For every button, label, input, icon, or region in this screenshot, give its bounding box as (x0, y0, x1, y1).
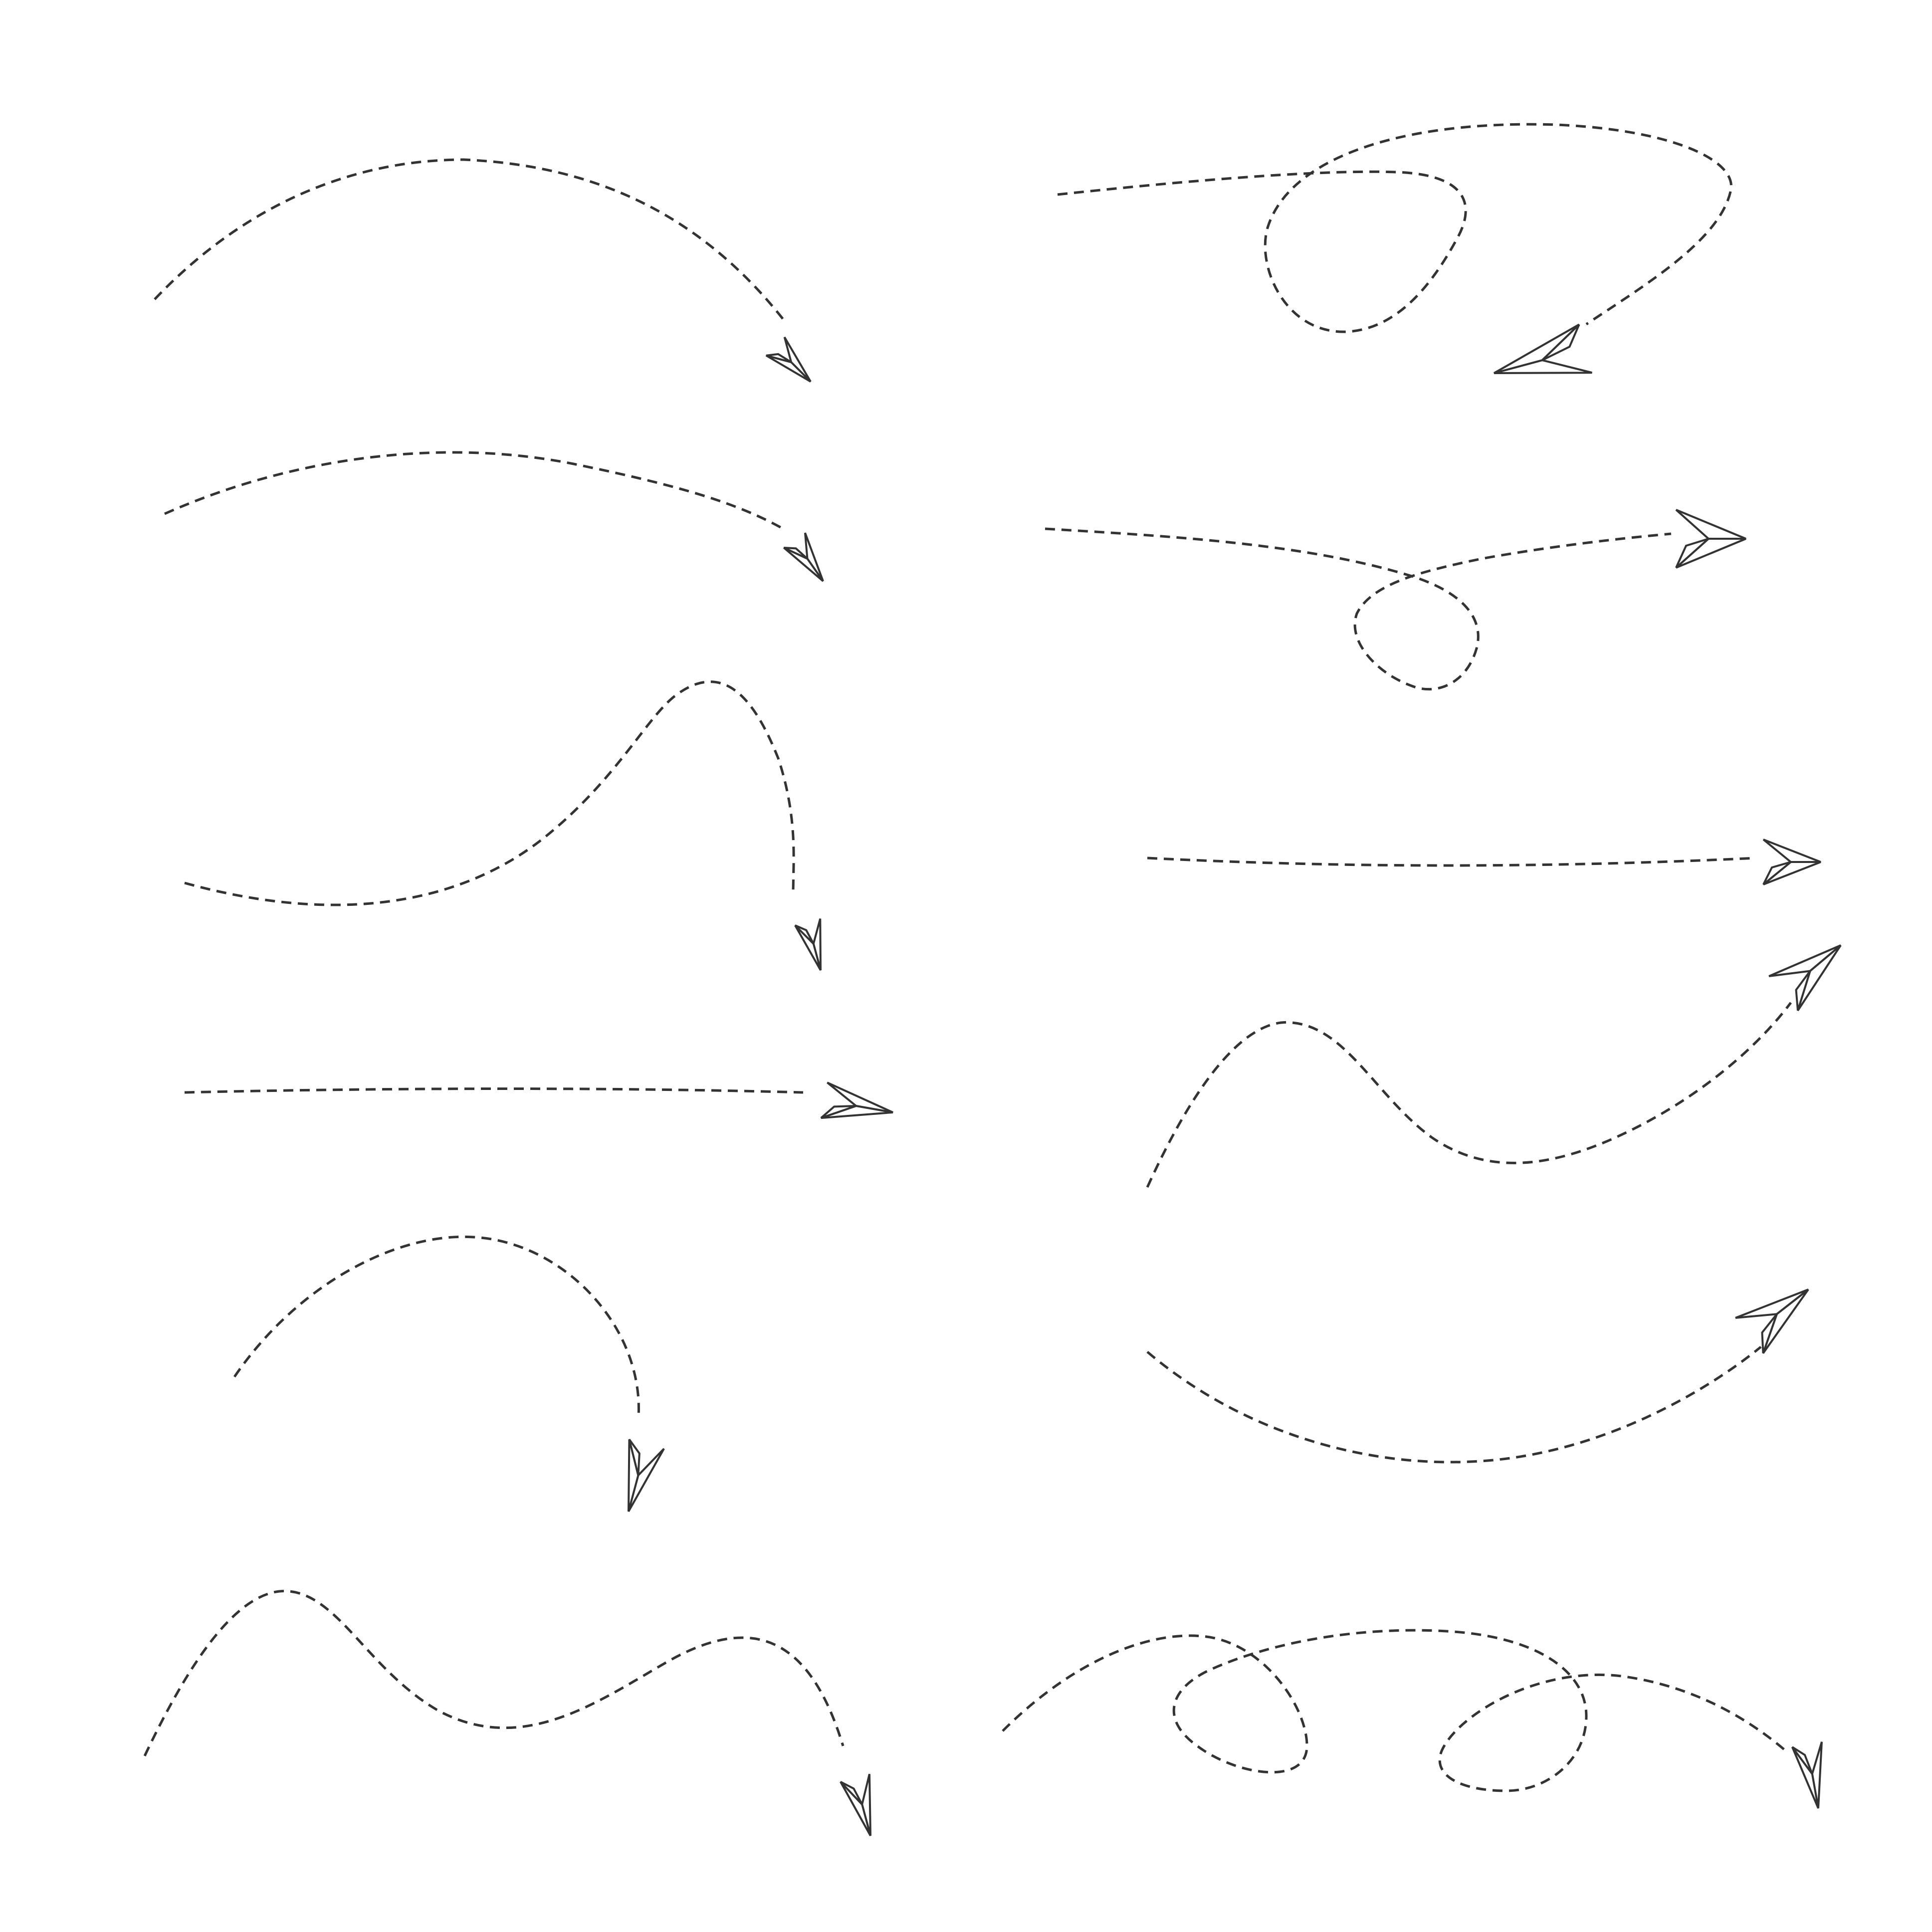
flight-path-left-2 (164, 451, 824, 582)
dashed-trail (184, 1087, 804, 1094)
dashed-trail (184, 680, 795, 906)
paper-plane-icon (1494, 323, 1592, 374)
flight-path-right-1 (1057, 123, 1732, 374)
paper-plane-icon (1762, 839, 1821, 885)
paper-plane-icon (628, 1439, 665, 1512)
flight-path-left-4 (184, 1081, 893, 1119)
flight-path-left-1 (154, 158, 812, 383)
dashed-trail (164, 451, 784, 530)
flight-path-right-5 (1146, 1288, 1809, 1464)
dashed-trail (1002, 1629, 1787, 1792)
paper-plane-icon (765, 336, 812, 383)
dashed-trail (154, 158, 784, 320)
paper-plane-icon (794, 918, 822, 971)
paper-plane-icon (1675, 509, 1746, 569)
flight-path-left-3 (184, 680, 822, 971)
dashed-trail (1045, 527, 1672, 691)
paper-plane-icon (1768, 944, 1842, 1011)
flight-path-right-2 (1045, 509, 1746, 691)
dashed-trail (1146, 1002, 1792, 1188)
dashed-trail (1057, 123, 1732, 333)
dashed-trail (1147, 857, 1756, 867)
flight-path-right-4 (1146, 944, 1842, 1188)
paper-plane-icon (1735, 1288, 1809, 1354)
paper-plane-icon (1791, 1741, 1823, 1809)
flight-path-right-6 (1002, 1629, 1823, 1809)
flight-path-left-6 (143, 1590, 871, 1836)
flight-path-right-3 (1147, 839, 1821, 885)
paper-plane-icon (820, 1081, 893, 1119)
dashed-trail (143, 1590, 845, 1757)
paper-plane-icon (840, 1773, 871, 1836)
paper-plane-icon (783, 532, 824, 582)
dashed-trail (233, 1235, 640, 1417)
flight-path-left-5 (233, 1235, 665, 1512)
dashed-trail (1146, 1346, 1762, 1464)
